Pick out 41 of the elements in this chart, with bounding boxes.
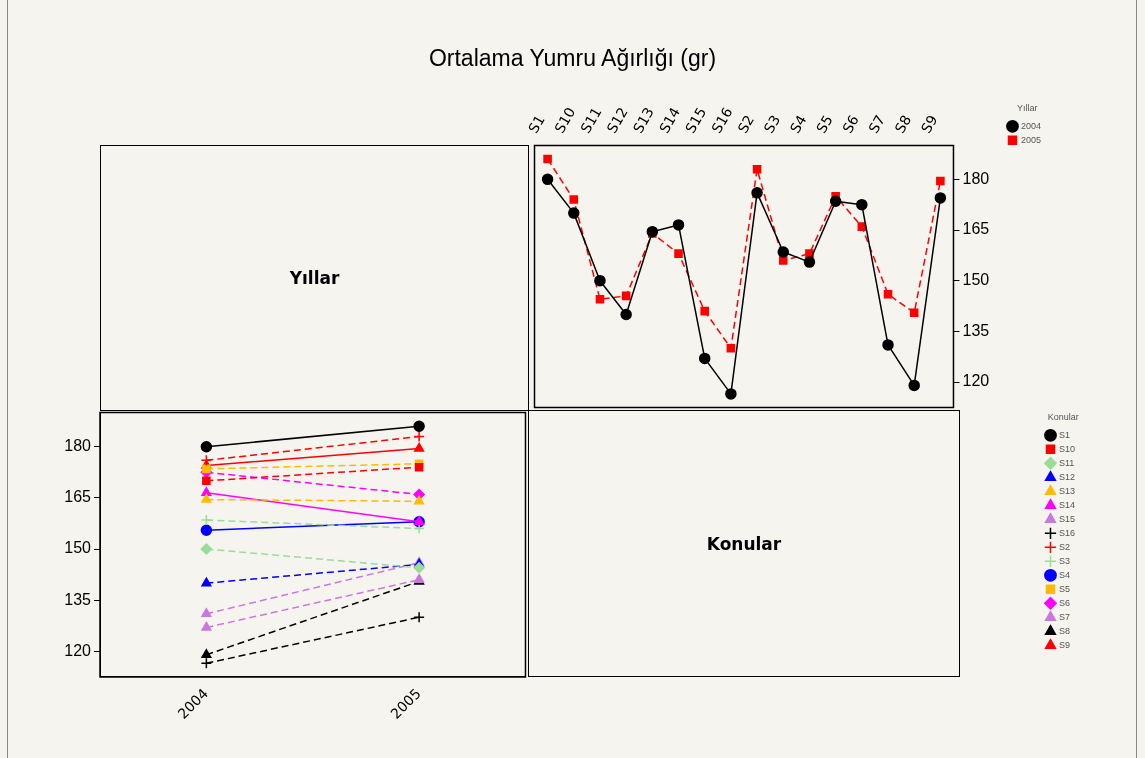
legend-label: S14 — [1058, 499, 1075, 510]
legend-label: S4 — [1058, 569, 1070, 580]
x-tick-label: S5 — [812, 112, 836, 136]
legend-label: S7 — [1058, 611, 1070, 622]
text: Konular — [706, 533, 782, 554]
legend-label: S13 — [1058, 485, 1075, 496]
legend-label: S3 — [1058, 555, 1070, 566]
legend-label: S15 — [1058, 513, 1075, 524]
x-tick-label: S3 — [760, 112, 784, 136]
y-tick-label: 180 — [64, 437, 92, 455]
legend-label: 2005 — [1020, 134, 1042, 145]
x-tick-label: S9 — [917, 112, 941, 136]
text: Yıllar — [289, 268, 340, 288]
x-tick-label: S1 — [524, 112, 548, 136]
legend-title: Konular — [1047, 411, 1079, 422]
y-tick-label: 150 — [962, 271, 990, 289]
legend-label: S2 — [1058, 541, 1070, 552]
legend-label: S10 — [1058, 443, 1075, 454]
legend-label: S16 — [1058, 527, 1075, 538]
y-tick-label: 150 — [64, 539, 92, 557]
y-tick-label: 120 — [64, 641, 92, 659]
y-tick-label: 135 — [962, 321, 990, 339]
y-tick-label: 165 — [64, 488, 92, 506]
legend-label: S6 — [1058, 597, 1070, 608]
legend-label: S12 — [1058, 471, 1075, 482]
text: Ortalama Yumru Ağırlığı (gr) — [427, 45, 718, 72]
legend-label: S5 — [1058, 583, 1070, 594]
x-tick-label: S7 — [865, 112, 889, 136]
legend-label: S8 — [1058, 625, 1070, 636]
x-tick-label: S8 — [891, 112, 915, 136]
y-tick-label: 135 — [64, 590, 92, 608]
y-tick-label: 120 — [962, 372, 990, 390]
x-tick-label: S6 — [839, 112, 862, 136]
legend-label: S1 — [1058, 429, 1070, 440]
legend-title: Yıllar — [1016, 102, 1038, 113]
y-tick-label: 180 — [962, 169, 990, 187]
y-tick-label: 165 — [962, 220, 990, 238]
legend-label: S11 — [1058, 457, 1075, 468]
x-tick-label: S2 — [734, 112, 758, 136]
legend-label: S9 — [1058, 639, 1070, 650]
x-tick-label: S4 — [786, 112, 810, 136]
